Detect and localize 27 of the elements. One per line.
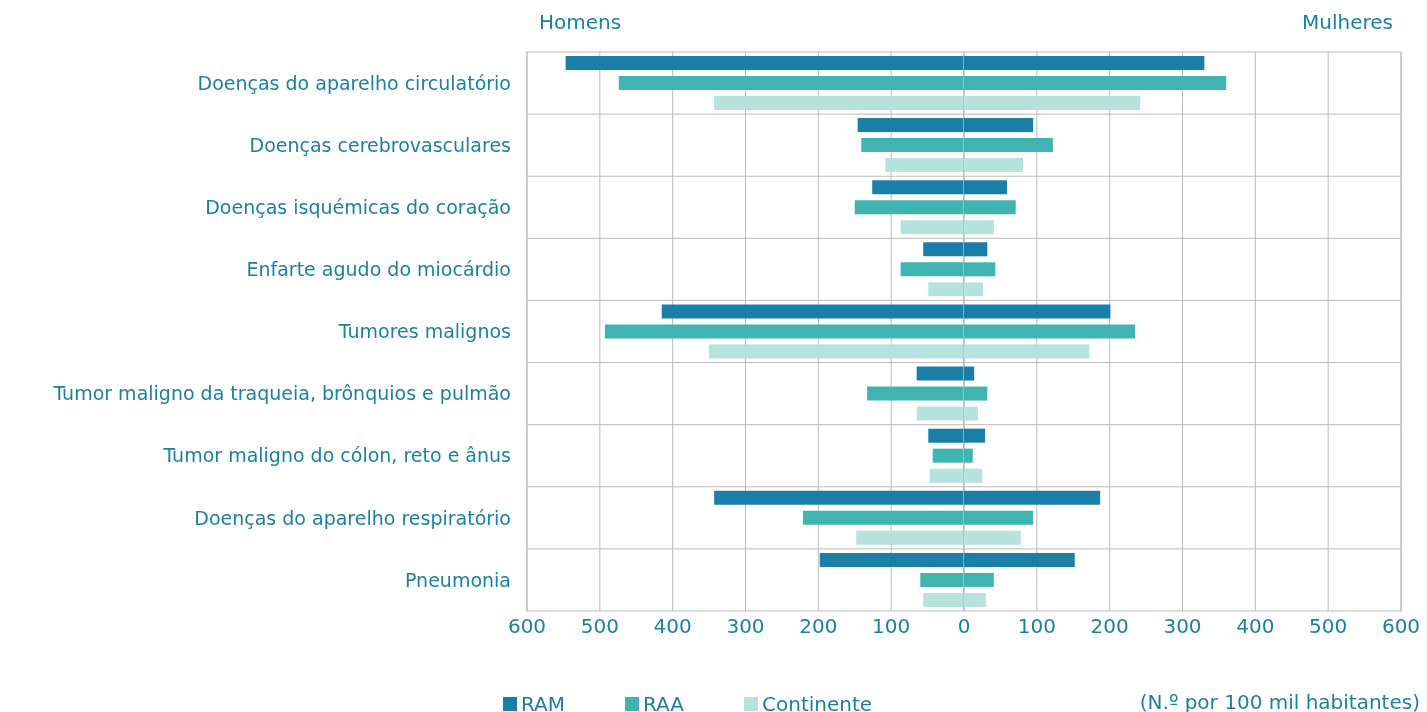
y-tick-label: Tumor maligno do cólon, reto e ânus: [162, 444, 511, 467]
chart-title: Homens: [539, 10, 622, 34]
legend-label: RAM: [521, 692, 566, 712]
x-tick-label: 600: [1381, 614, 1421, 639]
x-tick-label: 500: [1309, 614, 1348, 639]
x-tick-label: 100: [872, 614, 911, 639]
y-tick-label: Doenças isquémicas do coração: [205, 196, 511, 219]
y-tick-label: Tumor maligno da traqueia, brônquios e pulmão: [52, 382, 511, 405]
x-tick-label: 200: [799, 614, 838, 639]
x-tick-label: 100: [1017, 614, 1056, 639]
x-tick-label: 400: [653, 614, 692, 639]
chart-title: Mulheres: [1302, 10, 1393, 34]
x-tick-label: 200: [1090, 614, 1129, 639]
y-tick-label: Pneumonia: [405, 568, 511, 591]
y-tick-label: Tumores malignos: [337, 320, 511, 343]
legend-label: RAA: [643, 692, 685, 712]
y-tick-label: Enfarte agudo do miocárdio: [246, 258, 511, 281]
y-tick-label: Doenças do aparelho circulatório: [197, 71, 511, 94]
x-tick-label: 300: [726, 614, 765, 639]
y-tick-label: Doenças cerebrovasculares: [249, 133, 511, 156]
x-tick-label: 300: [1163, 614, 1202, 639]
x-tick-label: 0: [957, 614, 971, 639]
x-tick-label: 600: [507, 614, 547, 639]
x-tick-label: 500: [580, 614, 619, 639]
x-tick-label: 400: [1236, 614, 1275, 639]
legend-label: Continente: [762, 692, 873, 712]
y-tick-label: Doenças do aparelho respiratório: [194, 506, 511, 529]
